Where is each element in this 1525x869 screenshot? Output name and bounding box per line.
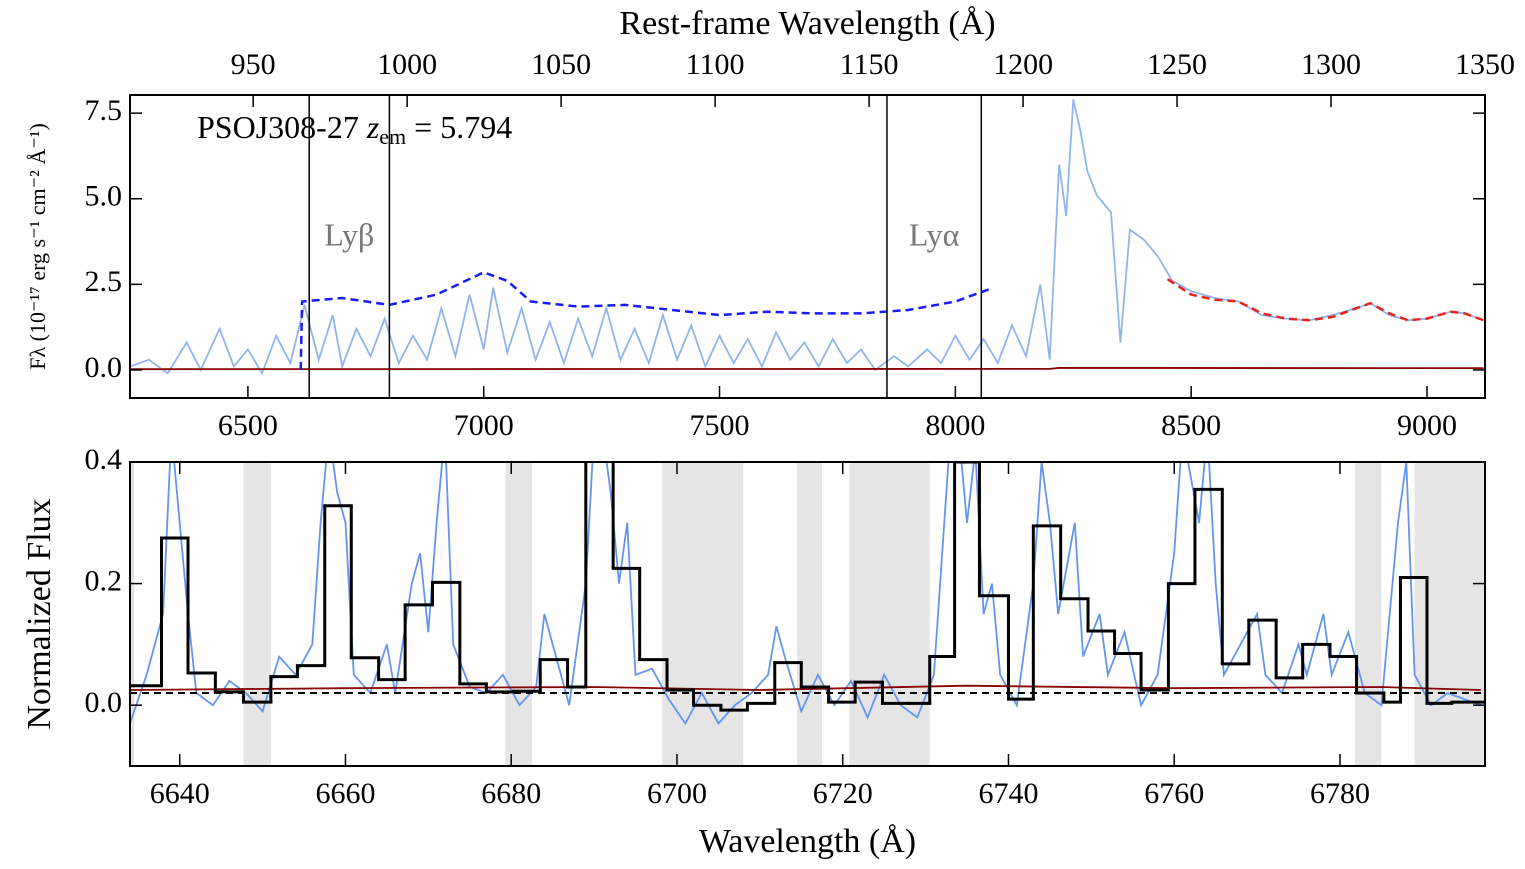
masked-region (130, 462, 135, 766)
masked-region (1354, 462, 1382, 766)
plot-area (130, 95, 1485, 398)
masked-region (797, 462, 823, 766)
x-tick-label: 6640 (150, 777, 210, 810)
x2-tick-label: 1150 (840, 48, 899, 81)
x-tick-label: 7000 (454, 409, 514, 442)
spectrum-line (1166, 278, 1485, 322)
x-tick-label: 9000 (1397, 409, 1457, 442)
x-axis-label: Wavelength (Å) (699, 823, 916, 860)
masked-region (662, 462, 744, 766)
line-label: Lyβ (324, 216, 374, 252)
x-tick-label: 6760 (1144, 777, 1204, 810)
x2-tick-label: 1050 (531, 48, 591, 81)
y-tick-label: 0.4 (85, 443, 123, 476)
spectrum-line (130, 366, 1484, 371)
y-axis-label: Normalized Flux (21, 498, 58, 729)
x-tick-label: 6500 (218, 409, 278, 442)
x-tick-label: 6660 (315, 777, 375, 810)
x-tick-label: 6680 (481, 777, 541, 810)
x-tick-label: 6720 (813, 777, 873, 810)
x-tick-label: 6700 (647, 777, 707, 810)
y-tick-label: 0.0 (85, 686, 123, 719)
x-tick-label: 6740 (978, 777, 1038, 810)
y-tick-label: 0.2 (85, 564, 123, 597)
x-tick-label: 8000 (925, 409, 985, 442)
x2-tick-label: 1250 (1147, 48, 1207, 81)
masked-region (1414, 462, 1485, 766)
x2-tick-label: 1100 (686, 48, 745, 81)
y-axis-label: Fλ (10⁻¹⁷ erg s⁻¹ cm⁻² Å⁻¹) (25, 123, 50, 370)
plot-area (130, 462, 1485, 766)
x-tick-label: 8500 (1161, 409, 1221, 442)
x2-tick-label: 1000 (377, 48, 437, 81)
axes-frame (129, 461, 1486, 767)
spectrum-line (130, 684, 1481, 691)
redshift-symbol: z (366, 109, 380, 145)
x2-tick-label: 1300 (1301, 48, 1361, 81)
spectrum-line (130, 462, 1482, 726)
x2-tick-label: 950 (231, 48, 276, 81)
x-tick-label: 7500 (690, 409, 750, 442)
spectrum-line (299, 270, 994, 370)
y-tick-label: 2.5 (85, 265, 123, 298)
x2-tick-label: 1200 (993, 48, 1053, 81)
masked-region (505, 462, 532, 766)
y-tick-label: 0.0 (85, 351, 123, 384)
masked-region (849, 462, 930, 766)
spectrum-line (130, 99, 1484, 376)
y-tick-label: 7.5 (85, 94, 123, 127)
object-name: PSOJ308-27 (197, 109, 367, 145)
axes-frame (129, 94, 1486, 399)
object-label: PSOJ308-27 zem = 5.794 (197, 109, 512, 149)
line-label: Lyα (909, 216, 960, 252)
x-tick-label: 6780 (1310, 777, 1370, 810)
x2-axis-label: Rest-frame Wavelength (Å) (619, 5, 995, 42)
masked-region (243, 462, 271, 766)
redshift-value: = 5.794 (406, 109, 512, 145)
redshift-subscript: em (379, 124, 406, 149)
x2-tick-label: 1350 (1455, 48, 1515, 81)
y-tick-label: 5.0 (85, 180, 123, 213)
